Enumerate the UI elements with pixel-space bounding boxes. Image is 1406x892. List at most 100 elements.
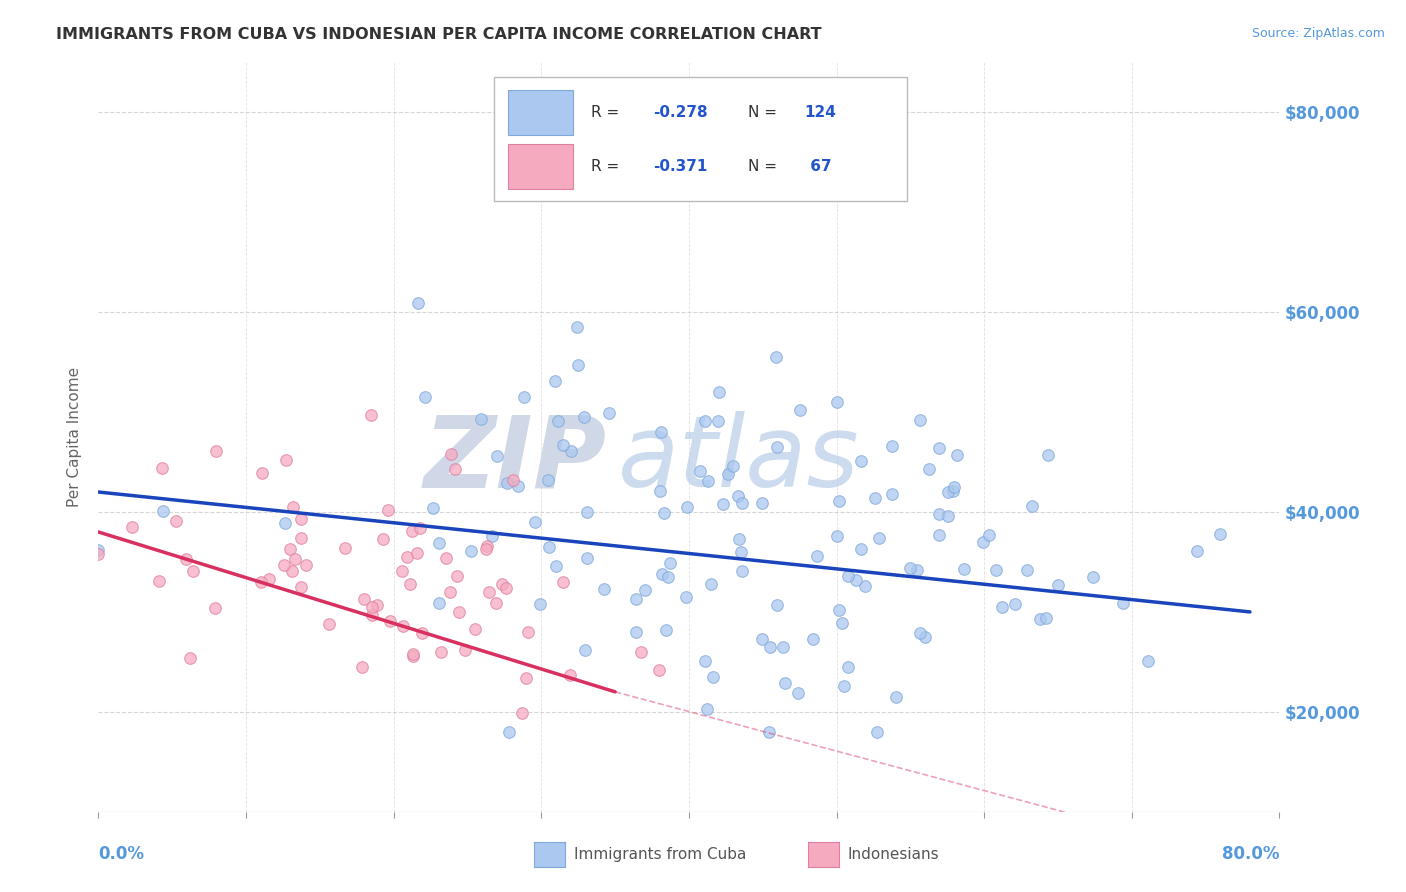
Point bbox=[693, 654, 716, 668]
Text: R =: R = bbox=[591, 159, 624, 174]
Point bbox=[290, 531, 312, 545]
Point bbox=[624, 624, 647, 639]
Point bbox=[880, 439, 903, 453]
Point bbox=[575, 550, 598, 565]
Point bbox=[366, 598, 388, 612]
Text: atlas: atlas bbox=[619, 411, 859, 508]
Point bbox=[560, 668, 582, 682]
Point bbox=[727, 532, 749, 546]
Point bbox=[766, 598, 789, 612]
Point bbox=[377, 502, 399, 516]
Point bbox=[477, 584, 499, 599]
Point bbox=[543, 375, 565, 389]
Point bbox=[515, 671, 537, 685]
Point bbox=[908, 626, 931, 640]
Point bbox=[593, 582, 616, 596]
Point bbox=[652, 506, 675, 520]
Point bbox=[406, 296, 429, 310]
Point bbox=[827, 395, 849, 409]
FancyBboxPatch shape bbox=[508, 89, 574, 135]
Point bbox=[1036, 448, 1059, 462]
Point bbox=[165, 514, 187, 528]
Point bbox=[174, 552, 197, 566]
Point bbox=[946, 449, 969, 463]
Point bbox=[655, 623, 678, 637]
Point bbox=[657, 570, 679, 584]
Point bbox=[651, 567, 673, 582]
Point bbox=[825, 529, 848, 543]
Point bbox=[121, 520, 143, 534]
Point bbox=[759, 640, 782, 655]
Point bbox=[650, 425, 672, 439]
Point bbox=[851, 454, 873, 468]
Point bbox=[278, 541, 301, 556]
Point bbox=[574, 643, 596, 657]
Point bbox=[834, 679, 856, 693]
Point bbox=[523, 515, 546, 529]
Point bbox=[1081, 570, 1104, 584]
Text: -0.278: -0.278 bbox=[654, 104, 709, 120]
Point bbox=[502, 473, 524, 487]
Point bbox=[1112, 595, 1135, 609]
Point bbox=[498, 724, 520, 739]
Point bbox=[630, 645, 652, 659]
Text: 80.0%: 80.0% bbox=[1222, 846, 1279, 863]
Point bbox=[914, 631, 936, 645]
Point bbox=[979, 528, 1001, 542]
Point bbox=[399, 577, 422, 591]
Point bbox=[290, 512, 312, 526]
Point bbox=[828, 603, 851, 617]
Point bbox=[863, 491, 886, 505]
Point bbox=[650, 484, 672, 499]
Point bbox=[402, 649, 425, 664]
Point bbox=[1047, 578, 1070, 592]
Point bbox=[295, 558, 318, 572]
Point bbox=[353, 591, 375, 606]
Point bbox=[707, 385, 730, 400]
Point bbox=[491, 576, 513, 591]
Point bbox=[444, 462, 467, 476]
Point bbox=[250, 466, 273, 480]
Point bbox=[986, 563, 1008, 577]
Point bbox=[529, 597, 551, 611]
Point bbox=[318, 616, 340, 631]
Text: Source: ZipAtlas.com: Source: ZipAtlas.com bbox=[1251, 27, 1385, 40]
Point bbox=[560, 443, 582, 458]
Point bbox=[486, 449, 509, 463]
Point bbox=[429, 644, 451, 658]
Point bbox=[273, 558, 295, 573]
Point bbox=[868, 531, 890, 545]
Point bbox=[551, 438, 574, 452]
Point bbox=[495, 581, 517, 595]
Point bbox=[538, 540, 561, 554]
Point bbox=[702, 670, 724, 684]
Point bbox=[953, 562, 976, 576]
Point bbox=[405, 546, 427, 560]
Text: N =: N = bbox=[748, 104, 782, 120]
Point bbox=[373, 532, 395, 546]
Point bbox=[1029, 612, 1052, 626]
Point bbox=[775, 676, 797, 690]
Point bbox=[409, 521, 432, 535]
Point bbox=[567, 358, 589, 372]
Point bbox=[1017, 563, 1039, 577]
Point bbox=[567, 319, 589, 334]
Point bbox=[281, 564, 304, 578]
Point bbox=[395, 549, 418, 564]
Point bbox=[882, 487, 904, 501]
Point bbox=[918, 462, 941, 476]
Point bbox=[675, 500, 697, 515]
Point bbox=[721, 459, 744, 474]
Point bbox=[360, 607, 382, 622]
Point bbox=[905, 563, 928, 577]
Point bbox=[758, 724, 780, 739]
Point bbox=[485, 596, 508, 610]
Point bbox=[786, 686, 808, 700]
Point bbox=[411, 625, 433, 640]
Point bbox=[928, 441, 950, 455]
Point bbox=[427, 536, 450, 550]
Point bbox=[706, 414, 728, 428]
Point bbox=[789, 402, 811, 417]
Point bbox=[1004, 597, 1026, 611]
Point bbox=[360, 408, 382, 422]
